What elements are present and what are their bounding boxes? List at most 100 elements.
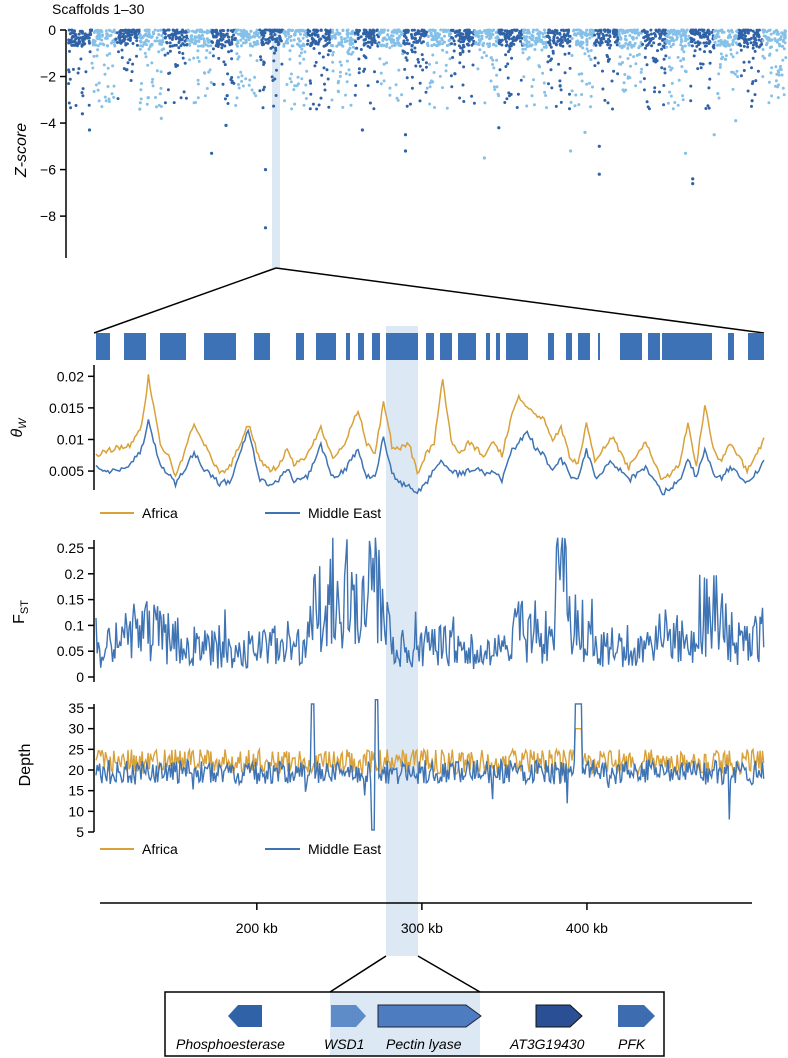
manhattan-point — [88, 41, 91, 45]
manhattan-point — [118, 29, 122, 33]
manhattan-point — [633, 31, 637, 35]
manhattan-point — [696, 32, 699, 36]
manhattan-point — [236, 57, 240, 61]
manhattan-point — [364, 41, 368, 45]
manhattan-point — [143, 28, 147, 32]
manhattan-point — [156, 29, 160, 33]
manhattan-point — [663, 71, 667, 75]
manhattan-point — [706, 37, 710, 41]
manhattan-point — [120, 56, 124, 60]
manhattan-point — [312, 47, 316, 50]
manhattan-point — [229, 49, 233, 53]
manhattan-point — [184, 96, 188, 100]
window-bar — [648, 333, 660, 360]
manhattan-point — [133, 35, 137, 39]
manhattan-point — [781, 86, 785, 90]
manhattan-point — [441, 86, 444, 90]
manhattan-point — [362, 31, 366, 35]
manhattan-point — [315, 28, 318, 32]
manhattan-point — [298, 39, 302, 43]
manhattan-point — [182, 35, 186, 39]
manhattan-point — [314, 42, 318, 46]
zoom-line-left — [93, 267, 277, 334]
manhattan-point — [167, 72, 171, 75]
window-bar — [204, 333, 236, 360]
manhattan-point — [708, 61, 712, 65]
manhattan-point — [669, 28, 673, 32]
window-bar — [566, 333, 572, 360]
manhattan-point — [147, 33, 151, 37]
manhattan-point — [131, 62, 135, 66]
manhattan-point — [135, 43, 139, 47]
manhattan-point — [331, 30, 335, 34]
gene-pectin-lyase-arrow — [377, 1004, 482, 1028]
window-bar — [316, 333, 336, 360]
manhattan-point — [388, 46, 392, 50]
depth-ytick-label: 15 — [68, 783, 84, 799]
manhattan-point — [331, 53, 335, 57]
manhattan-point — [482, 51, 486, 54]
manhattan-point — [444, 69, 448, 73]
manhattan-point — [624, 42, 628, 45]
manhattan-point — [445, 50, 449, 54]
manhattan-point — [306, 42, 309, 46]
manhattan-point — [414, 64, 418, 68]
manhattan-point — [88, 50, 92, 54]
depth-ytick-label: 10 — [68, 803, 84, 819]
manhattan-point — [396, 98, 400, 102]
manhattan-point — [163, 53, 167, 57]
manhattan-point — [634, 62, 638, 66]
manhattan-point — [477, 35, 481, 39]
manhattan-point — [273, 33, 277, 37]
manhattan-point — [139, 97, 143, 101]
manhattan-point — [660, 47, 664, 51]
manhattan-point — [348, 73, 352, 77]
manhattan-point — [705, 41, 708, 45]
manhattan-point — [619, 37, 623, 41]
manhattan-point — [87, 103, 91, 107]
manhattan-point — [720, 41, 724, 45]
manhattan-point — [230, 38, 234, 42]
manhattan-point — [164, 35, 168, 39]
manhattan-point — [211, 54, 215, 58]
manhattan-point — [343, 37, 347, 41]
manhattan-point — [488, 35, 492, 39]
manhattan-point — [283, 29, 286, 33]
manhattan-point — [111, 64, 115, 68]
manhattan-point — [375, 28, 379, 32]
manhattan-point — [70, 28, 74, 32]
manhattan-point — [547, 82, 550, 86]
manhattan-point — [222, 29, 226, 33]
manhattan-point — [298, 54, 302, 58]
manhattan-point — [702, 34, 706, 38]
window-bar — [386, 333, 418, 360]
manhattan-point — [568, 44, 572, 48]
manhattan-point — [721, 55, 725, 59]
manhattan-point — [382, 62, 386, 66]
manhattan-point — [650, 44, 654, 48]
manhattan-point — [84, 36, 87, 39]
manhattan-point — [566, 40, 570, 44]
manhattan-point — [207, 70, 211, 74]
manhattan-point — [333, 36, 337, 40]
manhattan-point — [160, 34, 164, 38]
manhattan-point — [168, 36, 172, 40]
manhattan-point — [131, 42, 135, 45]
manhattan-point — [467, 43, 470, 47]
manhattan-point — [444, 63, 448, 67]
manhattan-point — [205, 37, 209, 41]
manhattan-point — [575, 39, 579, 43]
manhattan-point — [550, 29, 554, 33]
manhattan-point — [109, 33, 113, 37]
manhattan-point — [98, 35, 102, 39]
manhattan-point — [202, 39, 206, 43]
manhattan-point — [151, 84, 155, 88]
manhattan-point — [774, 65, 778, 69]
manhattan-point — [250, 88, 254, 92]
manhattan-point — [493, 88, 497, 91]
manhattan-point — [199, 44, 203, 48]
manhattan-point — [432, 35, 436, 39]
manhattan-point — [488, 44, 492, 48]
manhattan-point — [106, 33, 110, 37]
manhattan-outlier — [263, 226, 268, 230]
